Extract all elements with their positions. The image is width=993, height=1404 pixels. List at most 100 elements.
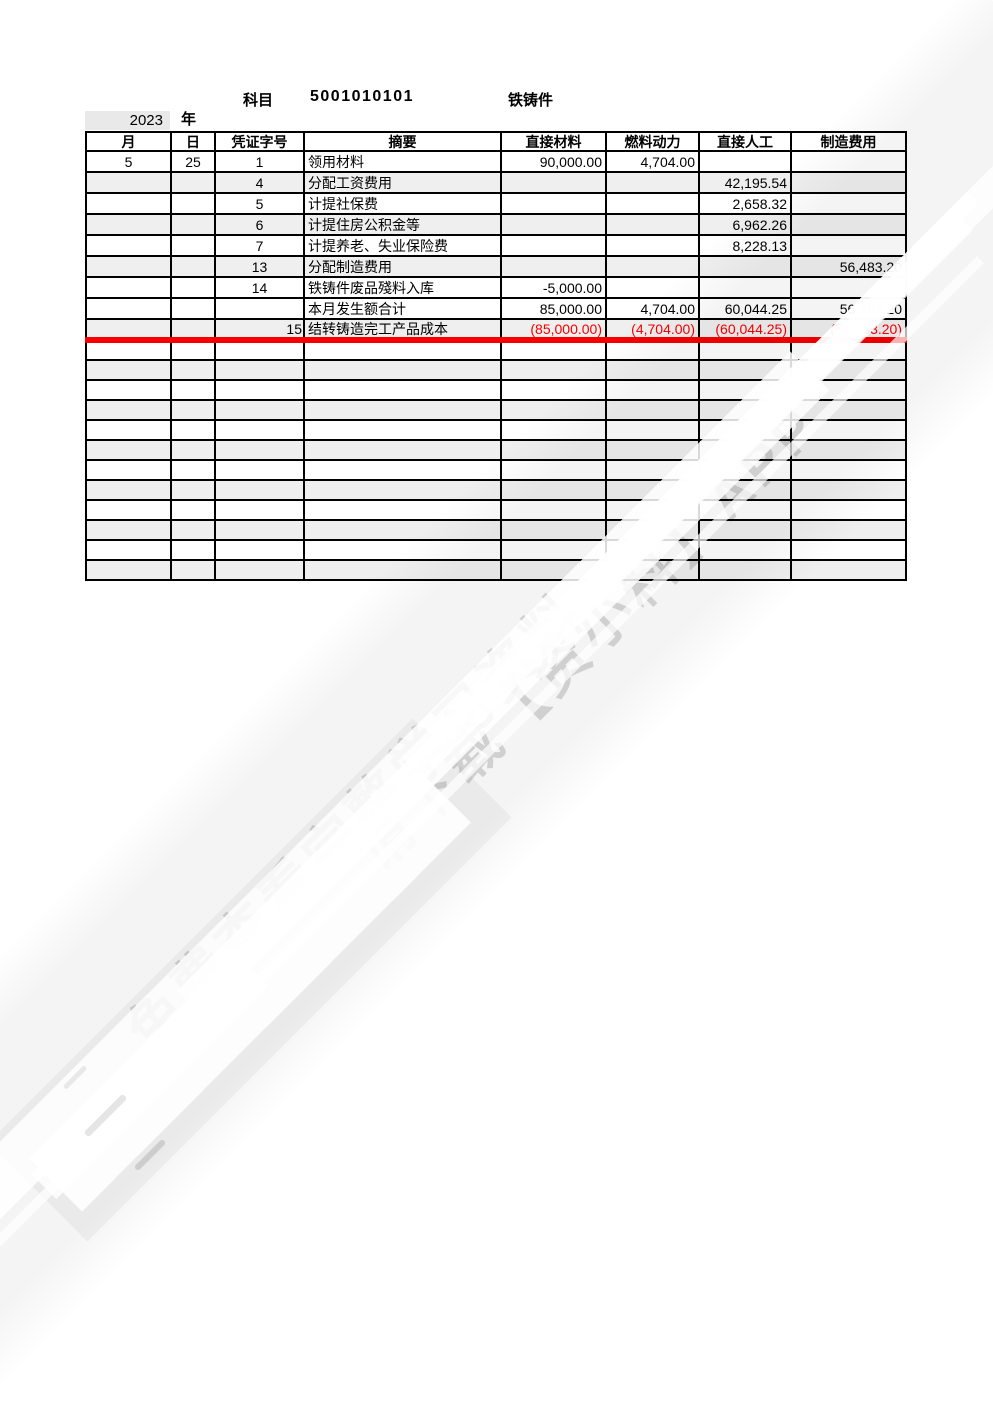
empty-cell (170, 439, 216, 461)
empty-cell (790, 519, 907, 541)
empty-cell (303, 379, 502, 401)
empty-cell (85, 339, 172, 361)
empty-cell (605, 419, 700, 441)
empty-cell (214, 339, 305, 361)
empty-cell (303, 399, 502, 421)
cell-month (85, 234, 172, 257)
cell-month (85, 255, 172, 278)
cell-overhead (790, 171, 907, 194)
col-header-month: 月 (85, 131, 172, 152)
empty-cell (170, 559, 216, 581)
empty-cell (605, 439, 700, 461)
cell-fuel (605, 255, 700, 278)
empty-cell (170, 339, 216, 361)
cell-day (170, 276, 216, 299)
empty-cell (214, 519, 305, 541)
empty-cell (170, 539, 216, 561)
cell-labor: 6,962.26 (698, 213, 792, 236)
col-header-material: 直接材料 (500, 131, 607, 152)
empty-cell (790, 499, 907, 521)
empty-cell (170, 499, 216, 521)
cell-material: 90,000.00 (500, 150, 607, 173)
subject-name: 铁铸件 (508, 92, 554, 109)
cell-day (170, 234, 216, 257)
empty-cell (790, 439, 907, 461)
cell-summary: 铁铸件废品殘料入库 (303, 276, 502, 299)
ledger-table: 月日凭证字号摘要直接材料燃料动力直接人工制造费用 5251领用材料90,000.… (85, 131, 907, 581)
empty-cell (85, 419, 172, 441)
ledger-row: 4 分配工资费用 42,195.54 (85, 171, 907, 194)
empty-cell (170, 379, 216, 401)
empty-cell (85, 459, 172, 481)
cell-material (500, 192, 607, 215)
empty-cell (500, 459, 607, 481)
empty-cell (500, 519, 607, 541)
cell-labor: 8,228.13 (698, 234, 792, 257)
cell-overhead (790, 150, 907, 173)
empty-cell (303, 339, 502, 361)
empty-cell (605, 399, 700, 421)
col-header-day: 日 (170, 131, 216, 152)
empty-cell (790, 479, 907, 501)
empty-cell (500, 439, 607, 461)
cell-voucher: 13 (214, 255, 305, 278)
empty-cell (85, 559, 172, 581)
cell-overhead (790, 213, 907, 236)
cell-voucher (214, 297, 305, 320)
empty-cell (500, 359, 607, 381)
cell-month (85, 297, 172, 320)
empty-cell (170, 479, 216, 501)
cell-summary: 计提社保费 (303, 192, 502, 215)
cell-voucher: 15 (214, 318, 305, 343)
empty-cell (214, 539, 305, 561)
empty-cell (790, 559, 907, 581)
cell-fuel (605, 213, 700, 236)
cell-labor: (60,044.25) (698, 318, 792, 343)
empty-cell (303, 479, 502, 501)
empty-cell (170, 399, 216, 421)
cell-summary: 分配制造费用 (303, 255, 502, 278)
cell-labor (698, 255, 792, 278)
empty-cell (698, 539, 792, 561)
cell-day (170, 255, 216, 278)
empty-cell (85, 499, 172, 521)
empty-cell (500, 419, 607, 441)
empty-cell (85, 359, 172, 381)
empty-cell (303, 499, 502, 521)
empty-cell (303, 459, 502, 481)
cell-summary: 分配工资费用 (303, 171, 502, 194)
cell-voucher: 7 (214, 234, 305, 257)
cell-day (170, 171, 216, 194)
empty-cell (790, 459, 907, 481)
cell-month (85, 171, 172, 194)
cell-month (85, 318, 172, 343)
cell-labor (698, 150, 792, 173)
empty-cell (85, 399, 172, 421)
empty-cell (214, 379, 305, 401)
empty-cell (214, 459, 305, 481)
subject-code: 5001010101 (310, 88, 414, 105)
col-header-summary: 摘要 (303, 131, 502, 152)
empty-cell (698, 559, 792, 581)
year-suffix: 年 (181, 111, 197, 128)
empty-row (85, 499, 907, 521)
cell-fuel (605, 171, 700, 194)
cell-day (170, 297, 216, 320)
cell-labor: 2,658.32 (698, 192, 792, 215)
empty-row (85, 459, 907, 481)
header-row: 月日凭证字号摘要直接材料燃料动力直接人工制造费用 (85, 131, 907, 152)
cell-fuel: (4,704.00) (605, 318, 700, 343)
empty-cell (170, 519, 216, 541)
empty-cell (500, 399, 607, 421)
col-header-fuel: 燃料动力 (605, 131, 700, 152)
cell-fuel (605, 234, 700, 257)
ledger-row: 5 25 1 领用材料 90,000.00 4,704.00 (85, 150, 907, 173)
cell-summary: 领用材料 (303, 150, 502, 173)
empty-row (85, 359, 907, 381)
cell-day (170, 318, 216, 343)
cell-summary: 结转铸造完工产品成本 (303, 318, 502, 343)
